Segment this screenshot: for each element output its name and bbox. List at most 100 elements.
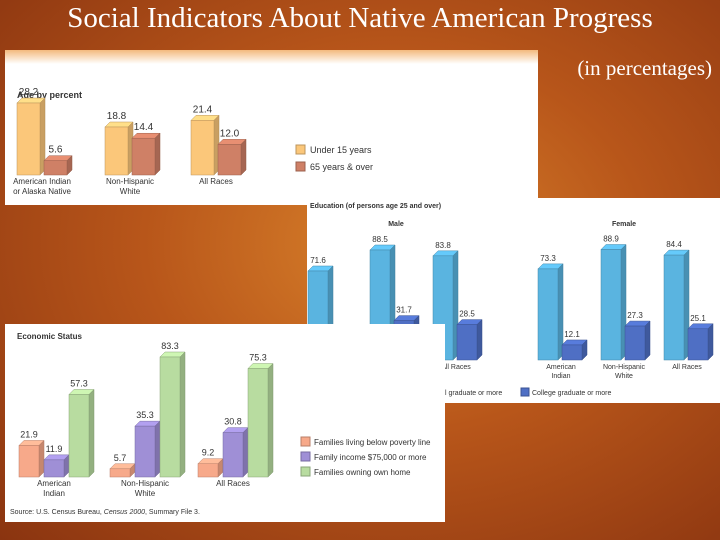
economic-chart-title: Economic Status xyxy=(17,332,82,341)
economic-legend-label: Families living below poverty line xyxy=(314,438,431,447)
economic-category-label-line-1: Indian xyxy=(43,489,65,498)
source-label: Source: xyxy=(10,509,36,516)
economic-value-label: 5.7 xyxy=(114,453,127,463)
age-bar xyxy=(217,144,242,176)
economic-bar xyxy=(247,368,269,478)
education-value-label: 71.6 xyxy=(310,256,326,265)
age-legend-label: 65 years & over xyxy=(310,162,373,172)
economic-bar-side xyxy=(38,439,45,478)
economic-value-label: 30.8 xyxy=(224,417,242,427)
education-bar-side xyxy=(644,320,651,361)
slide-title: Social Indicators About Native American … xyxy=(67,2,653,34)
education-bar xyxy=(456,324,478,361)
education-bar xyxy=(537,268,559,361)
age-category-label-line-0: Non-Hispanic xyxy=(106,177,154,186)
economic-bar-side xyxy=(267,362,274,478)
economic-bar xyxy=(159,356,181,478)
economic-value-label: 83.3 xyxy=(161,341,179,351)
economic-category-label-line-0: Non-Hispanic xyxy=(121,479,169,488)
education-legend-label: College graduate or more xyxy=(532,390,611,397)
age-legend-swatch xyxy=(295,144,306,155)
economic-value-label: 35.3 xyxy=(136,410,154,420)
age-category-label-line-1: White xyxy=(120,187,141,196)
age-bar xyxy=(190,120,215,176)
economic-legend-label: Families owning own home xyxy=(314,468,411,477)
education-category-label-line-0: All Races xyxy=(672,364,702,371)
age-category-label-line-0: American Indian xyxy=(13,177,71,186)
education-category-label-line-0: All Races xyxy=(441,364,471,371)
education-bar xyxy=(561,344,583,361)
economic-value-label: 11.9 xyxy=(46,444,63,454)
education-bar xyxy=(663,254,685,361)
education-value-label: 84.4 xyxy=(666,240,682,249)
education-chart-panel: Education (of persons age 25 and over) Ma… xyxy=(307,198,720,403)
economic-bar xyxy=(197,463,219,478)
economic-bar xyxy=(222,432,244,478)
economic-legend-swatch xyxy=(300,436,311,447)
economic-category-label-line-0: American xyxy=(37,479,71,488)
source-tail: , Summary File 3. xyxy=(145,509,200,516)
age-value-label: 14.4 xyxy=(134,122,154,133)
age-chart-title: Age by percent xyxy=(17,90,82,100)
economic-value-label: 57.3 xyxy=(70,378,88,388)
education-value-label: 12.1 xyxy=(564,330,580,339)
education-legend-label: High school graduate or more xyxy=(410,390,502,397)
education-bar-side xyxy=(476,318,483,361)
economic-bar xyxy=(18,445,40,478)
age-chart-panel: Age by percent 28.2 5.6 American Indian or A… xyxy=(5,50,538,205)
education-value-label: 88.9 xyxy=(603,235,619,244)
education-value-label: 25.1 xyxy=(690,314,706,323)
economic-bar xyxy=(109,468,131,478)
education-value-label: 73.3 xyxy=(540,254,556,263)
economic-bar-side xyxy=(154,420,161,478)
age-bar-side xyxy=(154,132,161,176)
age-bar xyxy=(104,126,129,176)
education-chart-title: Education (of persons age 25 and over) xyxy=(310,203,441,210)
education-bar-side xyxy=(707,323,714,361)
economic-source-note: Source: U.S. Census Bureau, Census 2000,… xyxy=(10,509,200,516)
education-legend-swatch xyxy=(520,387,530,397)
age-value-label: 28.2 xyxy=(19,87,39,98)
economic-value-label: 21.9 xyxy=(20,429,38,439)
slide-subtitle: (in percentages) xyxy=(577,56,712,80)
education-group-header: Female xyxy=(612,221,636,228)
age-legend-label: Under 15 years xyxy=(310,145,372,155)
economic-bar xyxy=(134,425,156,478)
economic-bar-side xyxy=(88,388,95,478)
age-value-label: 21.4 xyxy=(193,104,213,115)
economic-value-label: 75.3 xyxy=(249,353,267,363)
economic-chart-panel: Economic Status 21.9 11.9 57.3 American India… xyxy=(5,324,445,522)
education-value-label: 31.7 xyxy=(396,306,412,315)
education-value-label: 83.8 xyxy=(435,241,451,250)
economic-chart: Economic Status 21.9 11.9 57.3 AmericanIndia… xyxy=(10,332,431,516)
education-value-label: 88.5 xyxy=(372,235,388,244)
economic-bar-side xyxy=(242,427,249,478)
age-value-label: 18.8 xyxy=(107,111,127,122)
age-bar xyxy=(131,137,156,176)
economic-category-label-line-0: All Races xyxy=(216,479,250,488)
source-text: U.S. Census Bureau, xyxy=(36,509,104,516)
education-group-header: Male xyxy=(388,221,404,228)
age-bar xyxy=(43,160,68,176)
age-value-label: 5.6 xyxy=(49,145,63,156)
economic-legend-label: Family income $75,000 or more xyxy=(314,453,427,462)
panel-header-strip xyxy=(5,50,538,64)
economic-legend-swatch xyxy=(300,466,311,477)
source-italic: Census 2000 xyxy=(104,509,145,516)
age-category-label-line-0: All Races xyxy=(199,177,233,186)
economic-bar xyxy=(43,459,65,478)
economic-category-label-line-1: White xyxy=(135,489,156,498)
economic-legend-swatch xyxy=(300,451,311,462)
education-bar xyxy=(624,325,646,361)
economic-bar-side xyxy=(179,351,186,478)
age-bar-side xyxy=(240,138,247,176)
education-bar xyxy=(600,249,622,361)
age-category-label-line-1: or Alaska Native xyxy=(13,187,71,196)
education-value-label: 28.5 xyxy=(459,310,475,319)
economic-value-label: 9.2 xyxy=(202,448,215,458)
education-category-label-line-1: White xyxy=(615,373,633,380)
education-category-label-line-1: Indian xyxy=(551,373,570,380)
age-value-label: 12.0 xyxy=(220,128,240,139)
education-category-label-line-0: Non-Hispanic xyxy=(603,364,646,371)
